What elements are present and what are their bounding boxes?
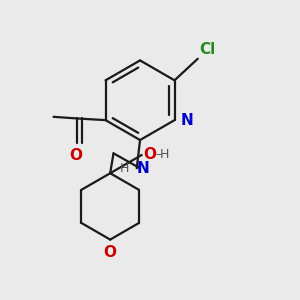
Text: O: O (104, 244, 117, 260)
Text: H: H (120, 162, 129, 175)
Text: –: – (156, 148, 162, 161)
Text: N: N (181, 112, 193, 128)
Text: Cl: Cl (200, 42, 216, 57)
Text: N: N (137, 161, 149, 176)
Text: H: H (160, 148, 169, 161)
Text: O: O (143, 147, 156, 162)
Text: O: O (69, 148, 82, 163)
